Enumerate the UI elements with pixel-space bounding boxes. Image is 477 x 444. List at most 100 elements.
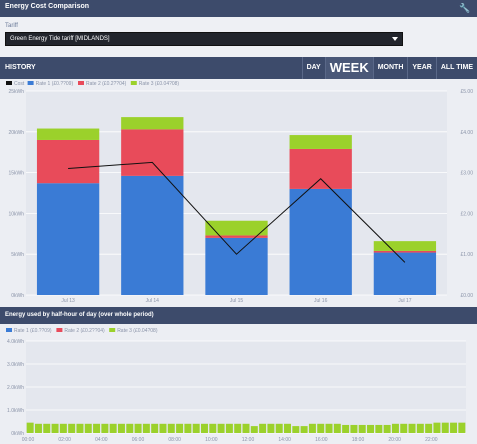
legend-swatch xyxy=(78,81,84,85)
bar-segment xyxy=(36,139,100,184)
app-title: Energy Cost Comparison xyxy=(5,3,90,10)
app-header: Energy Cost Comparison 🔧 xyxy=(0,0,477,17)
half-hour-bar xyxy=(34,423,42,433)
x-tick-label: 16:00 xyxy=(315,437,328,443)
tariff-panel: Tariff Green Energy Tide tariff [MIDLAND… xyxy=(0,17,477,57)
half-hour-bar xyxy=(217,423,225,433)
half-hour-bar xyxy=(176,423,184,433)
bar-segment xyxy=(121,175,184,295)
half-hour-bar xyxy=(292,426,300,433)
half-hour-bar xyxy=(142,423,150,433)
half-hour-bar xyxy=(367,424,375,433)
half-hour-bar xyxy=(284,423,291,433)
legend-label: Rate 2 (£0.2??04) xyxy=(86,81,127,87)
y2-tick-label: £5.00 xyxy=(460,89,473,95)
bar-segment xyxy=(373,250,437,253)
tab-week[interactable]: WEEK xyxy=(324,57,373,79)
half-hour-bar xyxy=(225,423,233,433)
bar-segment xyxy=(373,252,437,295)
bar-segment xyxy=(121,129,184,176)
legend-swatch xyxy=(6,328,12,332)
x-tick-label: Jul 17 xyxy=(398,298,412,304)
bar-segment xyxy=(289,148,352,189)
x-tick-label: 22:00 xyxy=(425,437,438,443)
y-tick-label: 1.0kWh xyxy=(7,408,24,414)
legend-swatch xyxy=(109,328,116,332)
chevron-down-icon xyxy=(392,37,398,41)
half-hour-bar xyxy=(242,423,250,433)
legend-label: Rate 3 (£0.04?08) xyxy=(117,328,158,334)
x-tick-label: Jul 16 xyxy=(314,298,328,304)
y2-tick-label: £4.00 xyxy=(460,130,473,136)
half-hour-bar xyxy=(333,423,341,433)
y-tick-label: 4.0kWh xyxy=(7,339,24,345)
legend-swatch xyxy=(130,81,137,85)
wrench-icon[interactable]: 🔧 xyxy=(459,3,471,13)
half-hour-bar xyxy=(350,424,358,433)
half-hour-bar xyxy=(275,423,283,433)
half-hour-bar xyxy=(59,423,67,433)
legend-label: Cost xyxy=(14,81,25,87)
legend-swatch xyxy=(6,81,12,85)
y2-tick-label: £2.00 xyxy=(460,211,473,217)
tab-day[interactable]: DAY xyxy=(301,57,325,79)
half-hour-bar xyxy=(43,423,51,433)
tab-year[interactable]: YEAR xyxy=(407,57,435,79)
x-tick-label: Jul 14 xyxy=(146,298,160,304)
y2-tick-label: £3.00 xyxy=(460,171,473,177)
half-hour-header: Energy used by half-hour of day (over wh… xyxy=(0,307,477,324)
half-hour-bar xyxy=(101,423,109,433)
history-chart: 0kWh 5kWh 10kWh 15kWh 20kWh 25kWh £0.00 £1.00 £2… xyxy=(6,81,473,304)
half-hour-bar xyxy=(391,423,399,433)
period-tabs: DAY WEEK MONTH YEAR ALL TIME xyxy=(301,57,477,79)
half-hour-bar xyxy=(68,423,76,433)
half-hour-bar xyxy=(192,423,200,433)
cost-line xyxy=(68,161,406,263)
bar-segment xyxy=(205,237,268,295)
half-hour-bar xyxy=(250,426,258,433)
legend-label: Rate 3 (£0.04?08) xyxy=(139,81,180,87)
half-hour-bar xyxy=(458,422,466,433)
y-tick-label: 15kWh xyxy=(8,171,24,177)
half-hour-bar xyxy=(383,424,391,433)
bar-segment xyxy=(205,235,268,238)
tab-month[interactable]: MONTH xyxy=(372,57,408,79)
half-hour-bar xyxy=(317,423,325,433)
half-hour-bar xyxy=(117,423,125,433)
history-header: HISTORY DAY WEEK MONTH YEAR ALL TIME xyxy=(0,57,477,79)
half-hour-bar xyxy=(159,423,167,433)
x-tick-label: 20:00 xyxy=(388,437,401,443)
y-tick-label: 3.0kWh xyxy=(7,362,24,368)
half-hour-title: Energy used by half-hour of day (over wh… xyxy=(5,312,154,318)
half-hour-bar xyxy=(342,424,350,433)
half-hour-bar xyxy=(259,423,267,433)
half-hour-bar xyxy=(184,423,192,433)
legend-label: Rate 2 (£0.2??04) xyxy=(64,328,105,334)
tab-all-time[interactable]: ALL TIME xyxy=(435,57,477,79)
y2-tick-label: £1.00 xyxy=(460,252,473,258)
x-tick-label: 04:00 xyxy=(95,437,108,443)
half-hour-chart-panel: 0kWh 1.0kWh 2.0kWh 3.0kWh 4.0kWh 00:00 02:00 04… xyxy=(0,324,477,444)
y-tick-label: 25kWh xyxy=(8,89,24,95)
half-hour-bar xyxy=(76,423,84,433)
y2-tick-label: £0.00 xyxy=(460,293,473,299)
x-tick-label: 10:00 xyxy=(205,437,218,443)
y-tick-label: 2.0kWh xyxy=(7,385,24,391)
half-hour-bar xyxy=(433,422,441,433)
half-hour-bar xyxy=(425,423,433,433)
half-hour-bar xyxy=(416,423,424,433)
half-hour-bar xyxy=(209,423,217,433)
half-hour-bar xyxy=(308,423,316,433)
bar-segment xyxy=(373,241,437,251)
x-tick-label: 12:00 xyxy=(242,437,255,443)
half-hour-bar xyxy=(234,423,242,433)
tariff-select[interactable]: Green Energy Tide tariff [MIDLANDS] xyxy=(5,32,403,46)
x-tick-label: 00:00 xyxy=(22,437,35,443)
half-hour-bar xyxy=(450,422,458,433)
y-tick-label: 0kWh xyxy=(11,293,24,299)
half-hour-bar xyxy=(109,423,117,433)
y-tick-label: 0kWh xyxy=(11,431,24,437)
y-tick-label: 20kWh xyxy=(8,130,24,136)
legend-label: Rate 1 (£0.??09) xyxy=(36,81,74,87)
y-tick-label: 5kWh xyxy=(11,252,24,258)
